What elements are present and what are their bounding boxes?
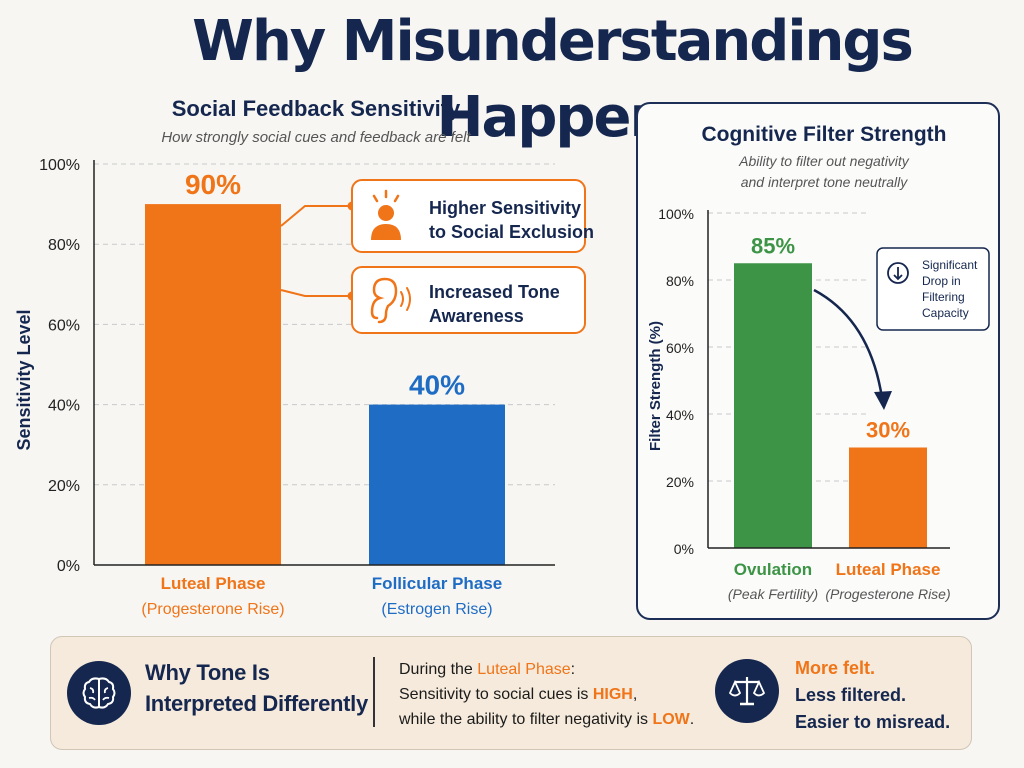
category-sublabel: (Estrogen Rise): [381, 601, 492, 618]
drop-annotation: Significant Drop in Filtering Capacity: [813, 247, 990, 410]
y-tick-label: 40%: [48, 398, 80, 415]
drop-arrow: [813, 288, 884, 399]
person-alert-icon: [371, 189, 401, 240]
sensitivity-chart: Social Feedback Sensitivity How strongly…: [14, 96, 594, 618]
annotation-line-2: Drop in: [922, 274, 961, 288]
ear-icon: [370, 277, 411, 324]
category-sublabel: (Peak Fertility): [728, 586, 818, 602]
highlight-high: HIGH: [592, 686, 633, 703]
annotation-text: Higher Sensitivity to Social Exclusion: [429, 198, 594, 242]
category-label: Luteal Phase: [161, 574, 266, 593]
conclusion-line-3: Easier to misread.: [795, 712, 951, 732]
text: ,: [632, 686, 638, 703]
y-tick-label: 20%: [666, 474, 694, 490]
text: :: [570, 661, 576, 678]
y-tick-label: 100%: [658, 206, 694, 222]
annotation-text: Increased Tone Awareness: [429, 282, 560, 326]
annotation-line-4: Capacity: [922, 306, 969, 320]
category-label: Follicular Phase: [372, 574, 502, 593]
y-tick-label: 60%: [666, 340, 694, 356]
filter-strength-panel: [636, 102, 1000, 620]
page-title: Why Misunderstandings Happen: [192, 9, 914, 150]
bars: 85% Ovulation (Peak Fertility) 30% Luteal Ph…: [728, 233, 951, 602]
summary-conclusion: More felt. Less filtered. Easier to misr…: [795, 655, 965, 736]
chart-subtitle: How strongly social cues and feedback ar…: [161, 129, 471, 146]
highlight-luteal: Luteal Phase: [477, 661, 571, 678]
category-label: Luteal Phase: [836, 560, 941, 579]
chart-title: Social Feedback Sensitivity: [172, 96, 461, 121]
highlight-low: LOW: [652, 711, 690, 728]
bar-0: [145, 204, 281, 565]
value-label: 85%: [751, 233, 795, 258]
y-axis-label: Filter Strength (%): [647, 321, 664, 451]
text: .: [689, 711, 695, 728]
summary-panel: Why Tone Is Interpreted Differently Duri…: [50, 636, 972, 750]
annotation-line-1: Significant: [922, 258, 978, 272]
bar-1: [849, 447, 927, 548]
value-label: 40%: [409, 370, 465, 401]
chart-subtitle-line-2: and interpret tone neutrally: [741, 174, 909, 190]
summary-line-3: while the ability to filter negativity i…: [399, 707, 739, 732]
text: During the: [399, 661, 478, 678]
annotation-line-3: Filtering: [922, 290, 965, 304]
y-tick-label: 80%: [48, 237, 80, 254]
conclusion-line-1: More felt.: [795, 658, 876, 678]
conclusion-line-2: Less filtered.: [795, 685, 907, 705]
y-tick-label: 100%: [39, 157, 80, 174]
summary-line-1: During the Luteal Phase:: [399, 657, 739, 682]
y-tick-label: 60%: [48, 317, 80, 334]
y-tick-label: 0%: [57, 558, 80, 575]
chart-subtitle-line-1: Ability to filter out negativity: [738, 153, 910, 169]
category-label: Ovulation: [734, 560, 812, 579]
scales-icon: [715, 659, 779, 723]
value-label: 30%: [866, 418, 910, 443]
text: while the ability to filter negativity i…: [399, 711, 653, 728]
summary-text: During the Luteal Phase: Sensitivity to …: [399, 657, 739, 732]
divider: [373, 657, 375, 727]
summary-line-2: Sensitivity to social cues is HIGH,: [399, 682, 739, 707]
y-axis-label: Sensitivity Level: [14, 309, 34, 450]
summary-title: Why Tone Is Interpreted Differently: [145, 657, 375, 719]
text: Sensitivity to social cues is: [399, 686, 593, 703]
summary-title-line-1: Why Tone Is: [145, 660, 270, 685]
brain-icon: [67, 661, 131, 725]
y-tick-label: 0%: [674, 541, 694, 557]
annotation-tone-awareness: Increased Tone Awareness: [280, 266, 586, 334]
filter-strength-chart: Cognitive Filter Strength Ability to fil…: [647, 123, 990, 602]
bars: 90% Luteal Phase (Progesterone Rise) 40% Fol…: [141, 169, 505, 618]
category-sublabel: (Progesterone Rise): [141, 601, 284, 618]
summary-title-line-2: Interpreted Differently: [145, 691, 368, 716]
value-label: 90%: [185, 169, 241, 200]
bar-1: [369, 404, 505, 565]
y-tick-label: 40%: [666, 407, 694, 423]
grid: 0% 20% 40% 60% 80% 100%: [658, 206, 868, 557]
chart-title: Cognitive Filter Strength: [701, 123, 946, 146]
bar-0: [734, 263, 812, 548]
arrow-down-circle-icon: [887, 262, 909, 284]
annotation-sensitivity-exclusion: Higher Sensitivity to Social Exclusion: [280, 179, 594, 253]
category-sublabel: (Progesterone Rise): [825, 586, 950, 602]
y-tick-label: 20%: [48, 478, 80, 495]
y-tick-label: 80%: [666, 273, 694, 289]
